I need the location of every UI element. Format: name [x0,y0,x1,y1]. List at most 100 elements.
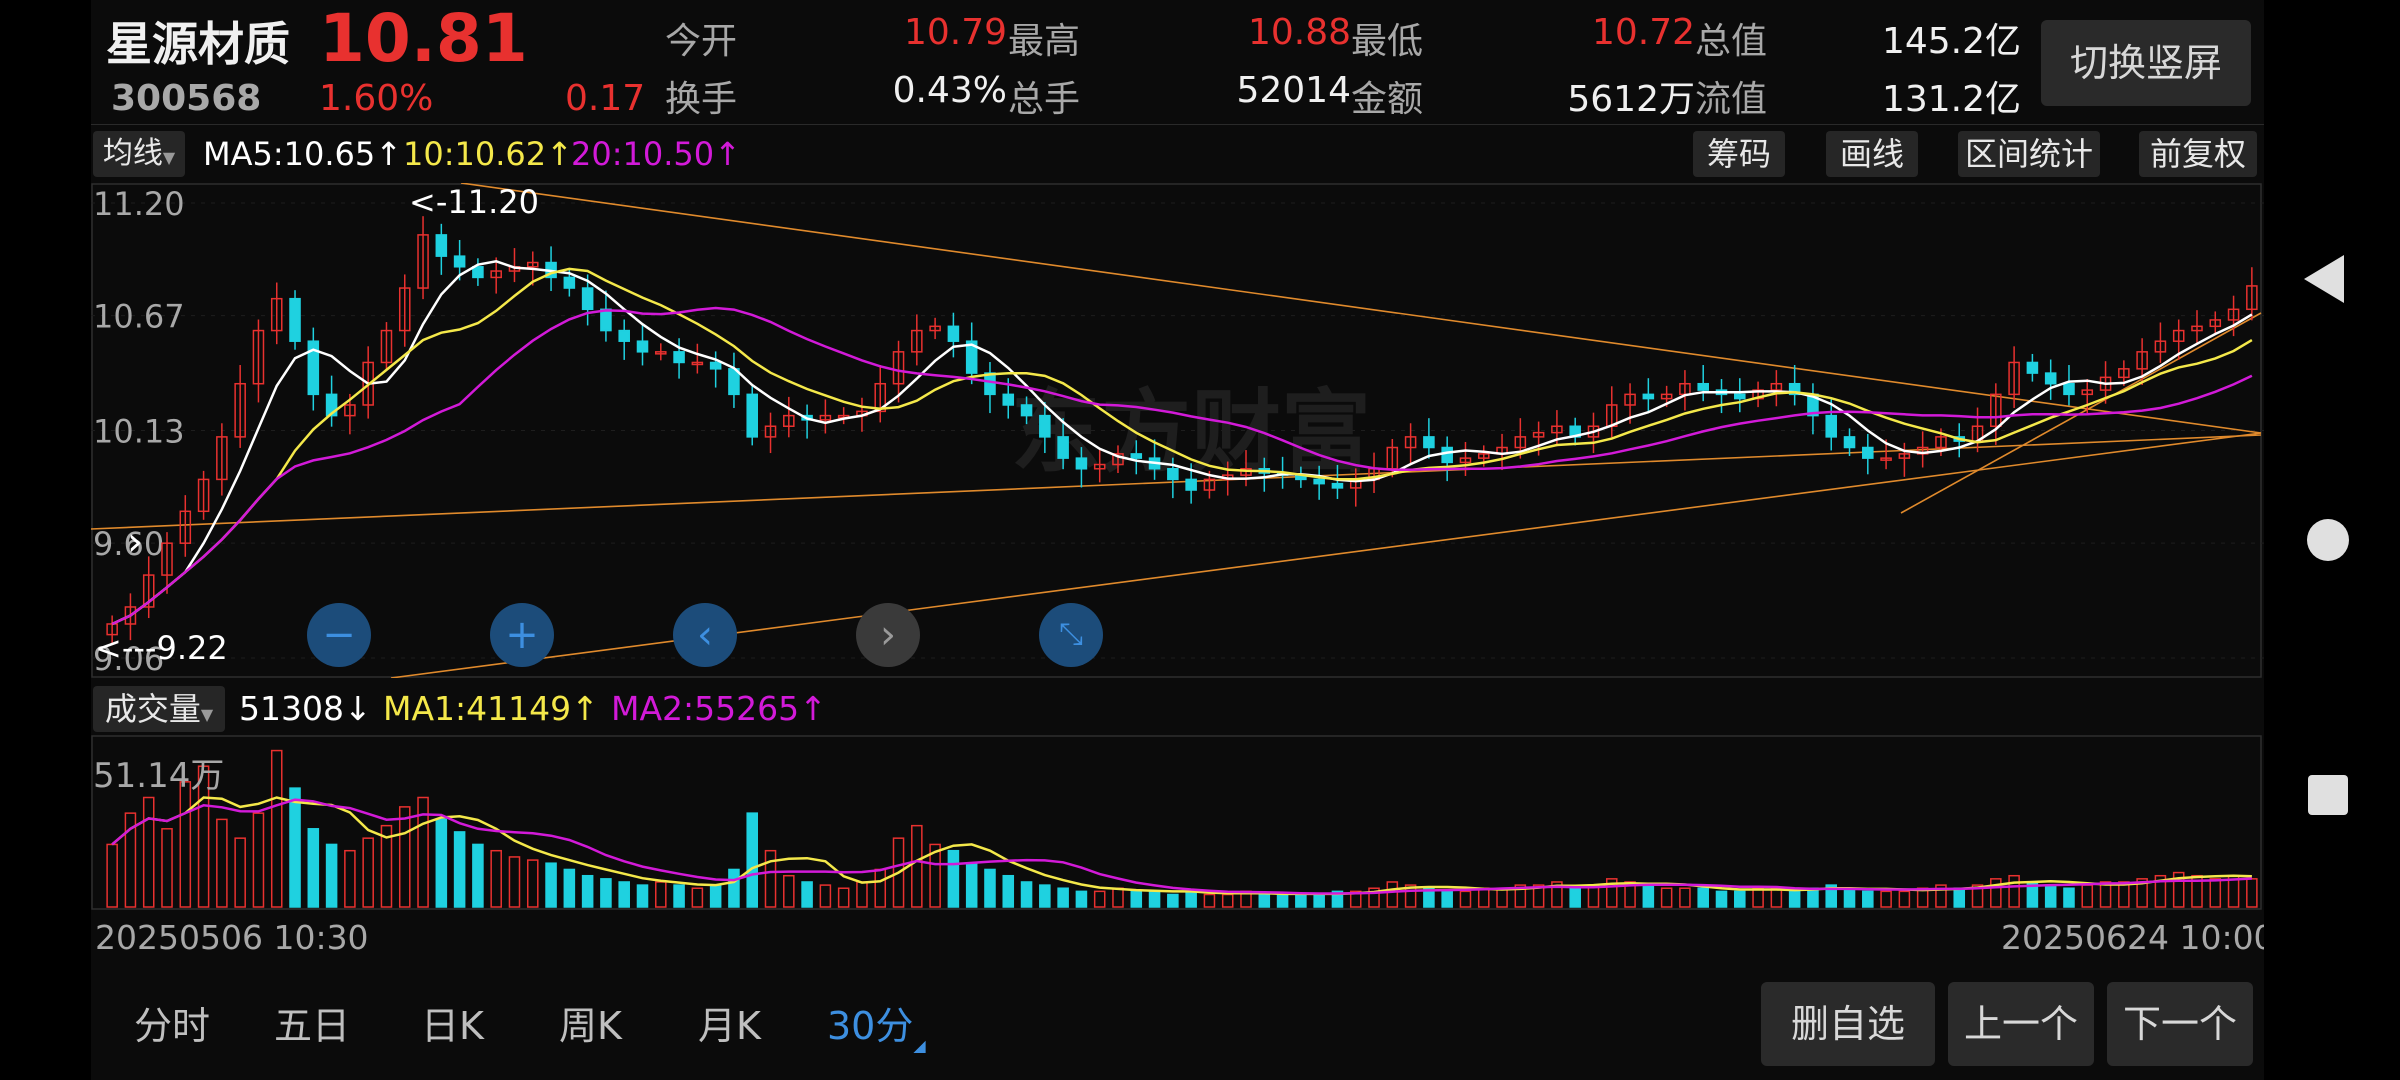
candle-body [216,436,228,481]
candle-body [325,393,338,417]
candle-body [1167,468,1179,481]
volume-bar [1569,887,1581,908]
draw-line-button[interactable]: 画线 [1826,131,1918,177]
volume-bar [1843,887,1856,908]
volume-bar [2008,874,2020,908]
candle-body [435,234,448,257]
candle-body [289,297,301,342]
candle-body [783,414,795,427]
candle-body [947,325,960,342]
zoom-out-button[interactable]: − [307,603,371,667]
volume-chart[interactable] [91,735,2264,910]
volume-bar [2136,878,2148,908]
volume-bar [1185,890,1197,908]
volume-bar [1148,890,1161,908]
candle-body [417,234,429,289]
scroll-left-button[interactable]: ‹ [673,603,737,667]
ma10-readout: 10:10.62↑ [403,135,573,173]
recents-icon[interactable] [2308,775,2348,815]
vol-value: 52014 [1236,70,1351,111]
candle-body [563,276,576,289]
home-icon[interactable] [2307,519,2349,561]
tab-five-day[interactable]: 五日 [274,1004,351,1048]
candle-body [1514,436,1527,449]
volume-bar [1990,878,2002,908]
volume-bar [508,856,521,908]
candle-body [179,510,192,544]
candle-body [984,372,996,396]
period-dropdown-icon: ◢ [913,1036,926,1055]
chip-button[interactable]: 筹码 [1693,131,1785,177]
tab-30min[interactable]: 30分◢ [827,995,926,1055]
candlestick-chart[interactable]: 11.2010.6710.139.609.06东方财富<-11.20<---9.… [91,183,2264,678]
tab-intraday[interactable]: 分时 [134,1004,211,1048]
volume-bar [655,881,667,908]
zoom-in-button[interactable]: + [490,603,554,667]
tab-daily[interactable]: 日K [421,1004,484,1048]
volume-bar [600,878,612,908]
volume-bar [1368,887,1380,908]
volume-bar [1642,884,1655,908]
collapse-icon: ⤡ [1059,617,1083,652]
candle-body [1551,425,1563,434]
candle-body [764,425,777,438]
volume-bar [709,884,722,908]
delete-watchlist-button[interactable]: 删自选 [1761,982,1935,1066]
vol-ma1-readout: MA1:41149↑ [383,689,599,728]
volume-bar [417,796,429,908]
dropdown-icon: ▼ [162,148,176,167]
volume-bar [1660,887,1673,908]
volume-bar [2209,878,2222,908]
high-price-marker: <-11.20 [409,183,539,221]
volume-bar [270,749,283,908]
volume-bar [2154,874,2167,908]
plus-icon: + [505,612,539,658]
candle-body [1660,393,1673,400]
time-axis-start: 20250506 10:30 [95,918,369,957]
volume-bar [984,868,996,908]
vol-ma2-readout: MA2:55265↑ [611,689,827,728]
volume-axis-max: 51.14万 [93,756,225,796]
volume-bar [1221,893,1234,908]
candle-body [2081,389,2094,396]
ma20-line [111,306,2253,626]
volume-bar [2063,887,2075,908]
candle-body [2227,308,2240,321]
volume-bar [1002,874,1015,908]
volume-bar [1880,890,1892,908]
candle-body [600,308,612,332]
switch-portrait-button[interactable]: 切换竖屏 [2041,20,2251,106]
candle-body [929,325,941,332]
volume-bar [216,818,228,908]
volume-bar [947,849,960,908]
candle-body [2136,351,2148,370]
forward-adjust-button[interactable]: 前复权 [2139,131,2257,177]
volume-bar [380,824,393,908]
candle-body [1862,446,1874,459]
volume-selector-label: 成交量 [104,690,201,728]
candle-body [2026,361,2039,374]
candle-body [1093,463,1106,470]
ma-selector[interactable]: 均线▼ [93,131,185,177]
price-axis-tick: 11.20 [93,185,185,223]
minus-icon: − [322,612,356,658]
volume-selector[interactable]: 成交量▼ [93,686,225,732]
reset-zoom-button[interactable]: ⤡ [1039,603,1103,667]
candle-body [2246,285,2258,311]
volume-bar [1349,890,1362,908]
previous-stock-button[interactable]: 上一个 [1948,982,2094,1066]
back-icon[interactable] [2304,255,2344,303]
volume-bar [1971,884,1984,908]
tab-monthly[interactable]: 月K [698,1004,761,1048]
scroll-right-button[interactable]: › [856,603,920,667]
volume-bar [2191,874,2203,908]
open-value: 10.79 [903,12,1007,53]
float-label: 流值 [1695,79,1768,120]
amount-label: 金额 [1351,79,1424,120]
range-stats-button[interactable]: 区间统计 [1958,131,2100,177]
next-stock-button[interactable]: 下一个 [2107,982,2253,1066]
volume-bar [1752,887,1764,908]
ma20-readout: 20:10.50↑ [571,135,741,173]
tab-weekly[interactable]: 周K [559,1004,622,1048]
candle-body [746,393,759,438]
